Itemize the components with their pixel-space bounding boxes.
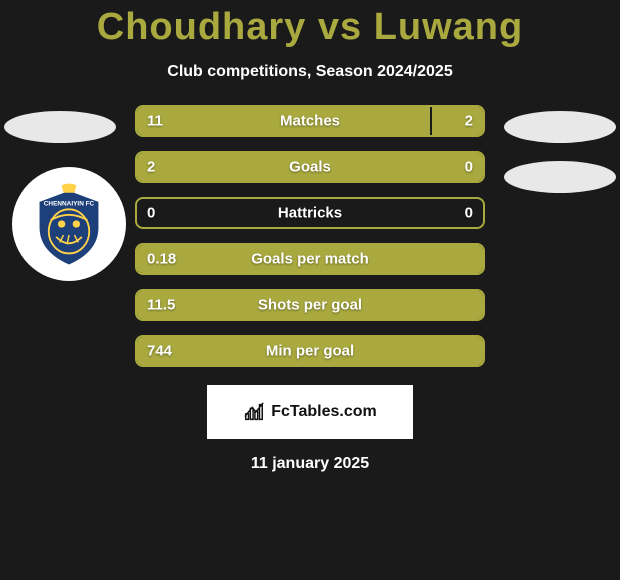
stat-bar: 11 2 Matches xyxy=(135,105,485,137)
stat-left-value: 0 xyxy=(147,205,155,222)
comparison-subtitle: Club competitions, Season 2024/2025 xyxy=(0,63,620,81)
stat-bar-right-segment xyxy=(432,107,483,135)
stat-bars: 11 2 Matches 2 0 Goals 0 0 Hattricks 0.18 Goals pe… xyxy=(135,105,485,367)
club-logo-text: CHENNAIYIN FC xyxy=(44,201,95,208)
stat-label: Hattricks xyxy=(278,205,342,222)
stat-label: Goals xyxy=(289,159,331,176)
stat-right-value: 0 xyxy=(465,159,473,176)
player-left-placeholder xyxy=(4,111,116,143)
stat-bar: 0 0 Hattricks xyxy=(135,197,485,229)
stat-label: Matches xyxy=(280,113,340,130)
content-area: CHENNAIYIN FC 11 2 Matches 2 0 Goals 0 0 Hattric… xyxy=(0,105,620,367)
club-crest-icon: CHENNAIYIN FC xyxy=(23,178,115,270)
stat-bar: 744 Min per goal xyxy=(135,335,485,367)
source-text: FcTables.com xyxy=(271,403,377,421)
snapshot-date: 11 january 2025 xyxy=(0,455,620,473)
stat-label: Shots per goal xyxy=(258,297,362,314)
stat-label: Goals per match xyxy=(251,251,369,268)
stat-left-value: 744 xyxy=(147,343,172,360)
stat-left-value: 2 xyxy=(147,159,155,176)
stat-bar: 11.5 Shots per goal xyxy=(135,289,485,321)
player-right-placeholder-2 xyxy=(504,161,616,193)
stat-left-value: 11.5 xyxy=(147,297,175,314)
stat-bar: 0.18 Goals per match xyxy=(135,243,485,275)
stat-left-value: 0.18 xyxy=(147,251,176,268)
stat-right-value: 0 xyxy=(465,205,473,222)
chart-icon xyxy=(243,401,265,423)
stat-right-value: 2 xyxy=(465,113,473,130)
club-logo-left: CHENNAIYIN FC xyxy=(12,167,126,281)
stat-left-value: 11 xyxy=(147,113,163,130)
source-attribution: FcTables.com xyxy=(207,385,413,439)
stat-bar: 2 0 Goals xyxy=(135,151,485,183)
stat-label: Min per goal xyxy=(266,343,354,360)
player-right-placeholder-1 xyxy=(504,111,616,143)
comparison-title: Choudhary vs Luwang xyxy=(0,0,620,49)
